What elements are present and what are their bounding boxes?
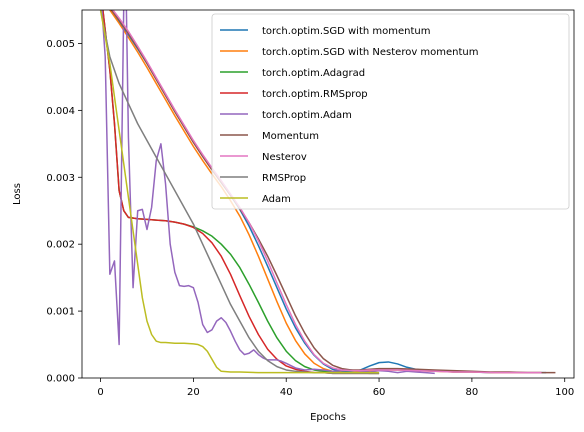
x-tick-label: 20 bbox=[187, 387, 200, 398]
legend-label-6: Nesterov bbox=[262, 152, 307, 163]
legend-label-8: Adam bbox=[262, 194, 291, 205]
plot-frame bbox=[81, 9, 575, 379]
legend-label-5: Momentum bbox=[262, 131, 319, 142]
series-line-8 bbox=[99, 10, 380, 374]
legend-label-2: torch.optim.Adagrad bbox=[262, 68, 365, 79]
series-line-5 bbox=[110, 10, 556, 374]
legend-label-7: RMSProp bbox=[262, 173, 306, 184]
y-axis: 0.000 0.001 0.002 0.003 0.004 0.005 bbox=[46, 39, 82, 385]
y-axis-label: Loss bbox=[12, 183, 23, 205]
y-tick-label: 0.001 bbox=[46, 307, 75, 318]
legend-label-0: torch.optim.SGD with momentum bbox=[262, 26, 431, 37]
y-tick-label: 0.003 bbox=[46, 173, 75, 184]
legend-label-4: torch.optim.Adam bbox=[262, 110, 352, 121]
series-line-6 bbox=[111, 10, 542, 374]
y-tick-label: 0.000 bbox=[46, 374, 75, 385]
x-tick-label: 60 bbox=[373, 387, 386, 398]
y-tick-label: 0.004 bbox=[46, 106, 75, 117]
legend-label-1: torch.optim.SGD with Nesterov momentum bbox=[262, 47, 479, 58]
legend-box bbox=[211, 13, 570, 210]
x-axis-label: Epochs bbox=[310, 412, 346, 423]
y-tick-label: 0.005 bbox=[46, 39, 75, 50]
x-tick-label: 0 bbox=[97, 387, 103, 398]
x-tick-label: 40 bbox=[280, 387, 293, 398]
x-tick-label: 100 bbox=[555, 387, 574, 398]
y-tick-label: 0.002 bbox=[46, 240, 75, 251]
x-tick-label: 80 bbox=[466, 387, 479, 398]
legend: torch.optim.SGD with momentum torch.optim… bbox=[211, 13, 570, 210]
series-layer bbox=[99, 10, 556, 375]
x-axis: 0 20 40 60 80 100 bbox=[97, 378, 574, 398]
legend-label-3: torch.optim.RMSprop bbox=[262, 89, 368, 100]
